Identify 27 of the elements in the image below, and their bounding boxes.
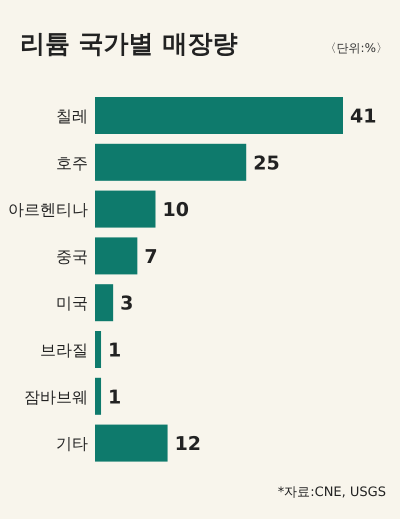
y-tick-label: 호주: [56, 153, 88, 172]
data-label: 12: [174, 433, 202, 456]
y-tick-label: 미국: [56, 294, 88, 313]
bar: [95, 97, 343, 134]
y-tick-label: 아르헨티나: [8, 200, 88, 220]
bar: [95, 144, 246, 181]
bar: [95, 237, 138, 274]
bar: [95, 284, 114, 322]
data-label: 25: [253, 152, 280, 174]
data-label: 41: [350, 106, 376, 128]
data-label: 1: [108, 340, 122, 362]
y-tick-label: 브라질: [40, 340, 88, 360]
y-tick-label: 중국: [56, 246, 88, 266]
chart-subtitle: 〈단위:%〉: [324, 41, 388, 55]
data-label: 1: [108, 386, 122, 408]
bar: [95, 190, 156, 228]
text: *자료:CNE, USGS: [278, 485, 386, 500]
bar: [95, 424, 168, 462]
y-tick-label: 기타: [56, 434, 88, 454]
bar: [95, 378, 102, 415]
chart-title: 리튬 국가별 매장량: [20, 29, 238, 58]
data-label: 3: [120, 292, 134, 315]
data-label: 10: [162, 199, 189, 222]
bar: [95, 331, 102, 368]
y-tick-label: 잠바브웨: [24, 387, 88, 406]
y-tick-label: 칠레: [56, 106, 88, 126]
data-label: 7: [144, 246, 158, 268]
